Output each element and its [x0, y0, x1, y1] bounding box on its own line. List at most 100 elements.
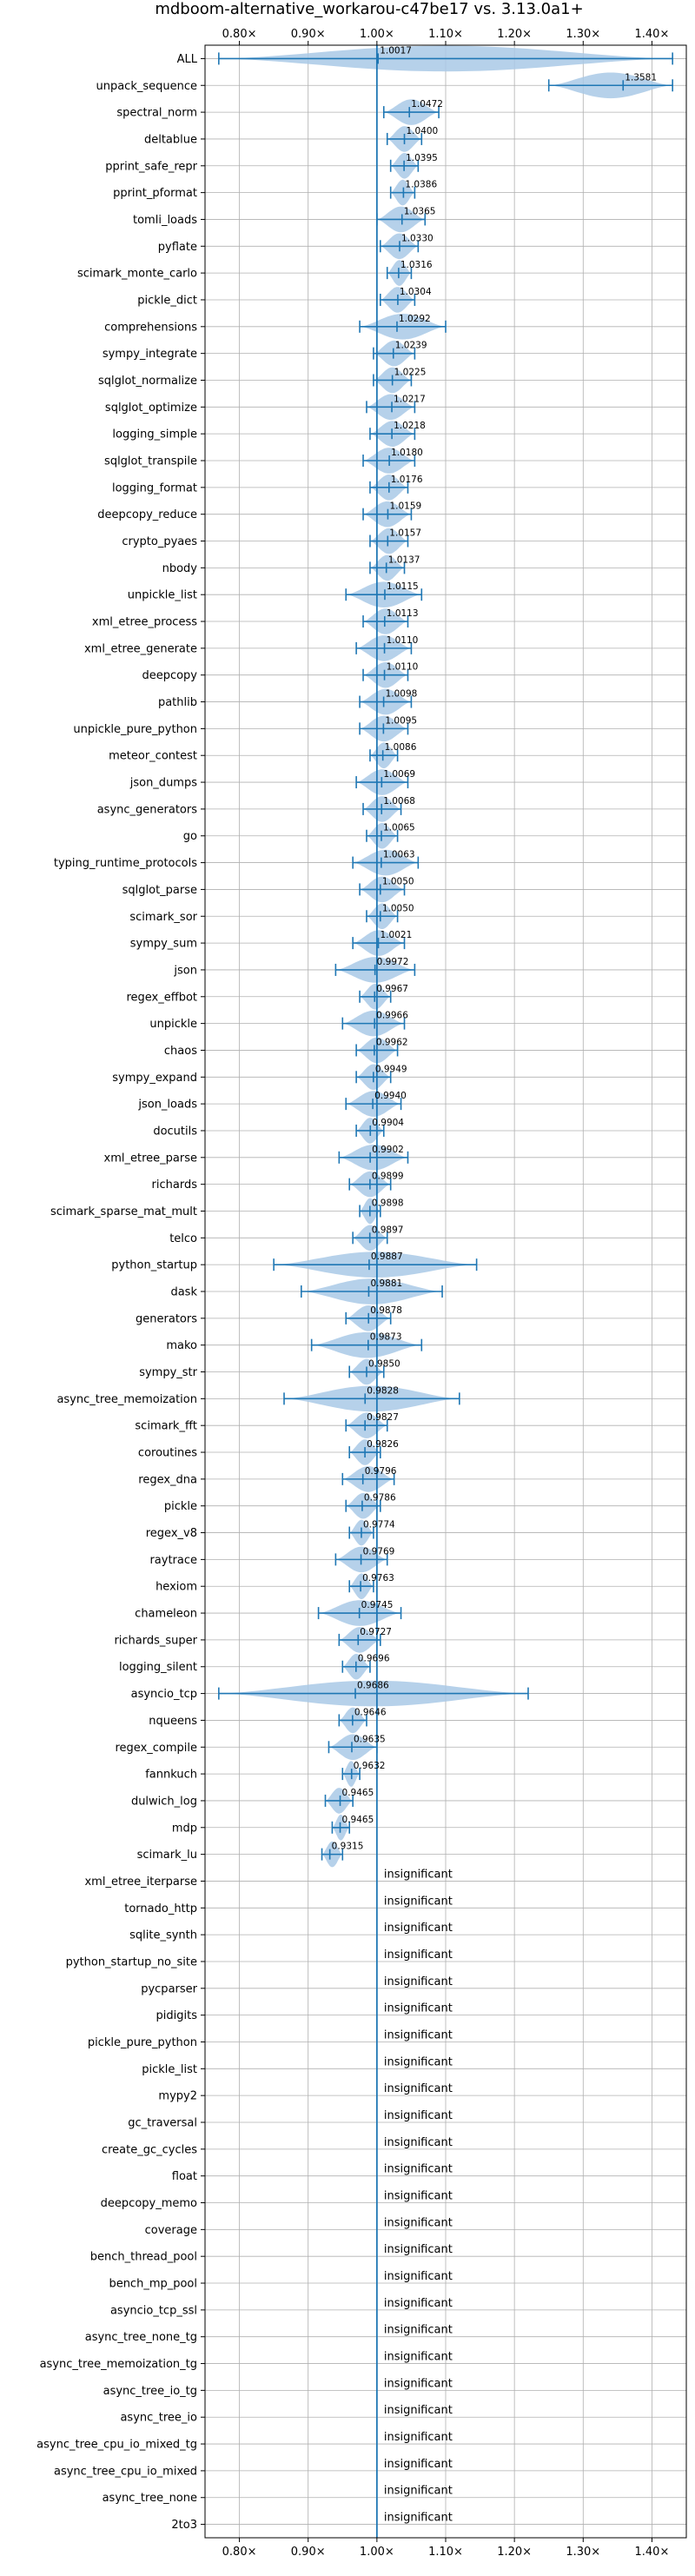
- value-label: 0.9898: [372, 1198, 404, 1208]
- insignificant-label: insignificant: [384, 2028, 453, 2042]
- benchmark-label: crypto_pyaes: [122, 535, 197, 548]
- benchmark-label: spectral_norm: [116, 107, 197, 120]
- insignificant-label: insignificant: [384, 2136, 453, 2149]
- benchmark-label: pickle: [164, 1500, 197, 1513]
- value-label: 0.9774: [363, 1520, 395, 1530]
- benchmark-label: regex_effbot: [126, 991, 197, 1004]
- benchmark-label: bench_thread_pool: [90, 2251, 197, 2264]
- value-label: 1.0017: [380, 45, 412, 56]
- x-tick-label-top: 0.90×: [291, 28, 326, 41]
- benchmark-label: sympy_expand: [112, 1072, 197, 1085]
- value-label: 0.9786: [364, 1493, 396, 1504]
- benchmark-label: async_tree_memoization_tg: [40, 2358, 197, 2371]
- value-label: 1.0218: [394, 421, 426, 431]
- value-label: 0.9878: [370, 1305, 402, 1316]
- benchmark-label: async_tree_cpu_io_mixed_tg: [36, 2439, 197, 2452]
- value-label: 1.0157: [389, 528, 421, 539]
- value-label: 0.9745: [361, 1600, 394, 1610]
- benchmark-label: tomli_loads: [133, 214, 197, 227]
- benchmark-label: logging_silent: [119, 1661, 197, 1674]
- value-label: 1.0225: [394, 367, 427, 377]
- benchmark-label: unpickle_list: [128, 589, 197, 602]
- value-label: 0.9769: [363, 1546, 395, 1557]
- x-tick-label-top: 1.10×: [428, 28, 463, 41]
- benchmark-label: raytrace: [149, 1554, 197, 1567]
- insignificant-label: insignificant: [384, 2404, 453, 2417]
- benchmark-label: pickle_dict: [137, 294, 197, 307]
- benchmark-label: docutils: [153, 1125, 197, 1138]
- benchmark-label: async_tree_none: [103, 2492, 197, 2505]
- insignificant-label: insignificant: [384, 2351, 453, 2364]
- insignificant-label: insignificant: [384, 2297, 453, 2310]
- x-tick-label-bottom: 1.30×: [566, 2546, 600, 2559]
- insignificant-label: insignificant: [384, 2055, 453, 2068]
- value-label: 1.0068: [383, 796, 415, 807]
- value-label: 1.0063: [383, 850, 415, 860]
- benchmark-label: python_startup_no_site: [66, 1955, 197, 1969]
- benchmark-label: 2to3: [171, 2519, 197, 2532]
- value-label: 1.0176: [391, 475, 423, 485]
- benchmark-label: unpickle: [149, 1018, 197, 1031]
- value-label: 0.9962: [376, 1037, 408, 1047]
- benchmark-label: ALL: [177, 53, 198, 66]
- value-label: 0.9966: [376, 1011, 408, 1021]
- benchmark-label: scimark_lu: [137, 1849, 197, 1862]
- benchmark-label: asyncio_tcp: [131, 1688, 197, 1701]
- benchmark-label: json_loads: [137, 1099, 197, 1112]
- insignificant-label: insignificant: [384, 2109, 453, 2122]
- benchmark-label: pickle_list: [142, 2063, 197, 2076]
- benchmark-label: xml_etree_parse: [104, 1152, 197, 1165]
- value-label: 0.9972: [377, 957, 409, 967]
- benchmark-label: xml_etree_generate: [84, 642, 197, 655]
- value-label: 0.9949: [375, 1064, 407, 1074]
- value-label: 1.0050: [382, 876, 414, 886]
- benchmark-label: comprehensions: [104, 321, 197, 334]
- benchmark-label: sqlglot_normalize: [98, 375, 197, 388]
- insignificant-label: insignificant: [384, 1975, 453, 1988]
- benchmark-label: unpickle_pure_python: [73, 723, 197, 736]
- grid-layer: [201, 41, 686, 2542]
- x-tick-label-top: 1.00×: [360, 28, 394, 41]
- value-label: 1.0137: [388, 554, 420, 565]
- benchmark-label: scimark_fft: [135, 1420, 197, 1433]
- benchmark-label: sqlglot_transpile: [104, 455, 197, 468]
- benchmark-label: sqlglot_optimize: [105, 402, 197, 415]
- value-label: 1.0330: [401, 233, 434, 243]
- value-label: 1.0098: [386, 689, 418, 700]
- insignificant-label: insignificant: [384, 2485, 453, 2498]
- benchmark-label: regex_v8: [146, 1527, 197, 1540]
- benchmark-label: pickle_pure_python: [88, 2036, 197, 2049]
- value-label: 1.0292: [399, 314, 431, 324]
- benchmark-label: float: [172, 2170, 197, 2183]
- benchmark-label: chameleon: [135, 1608, 197, 1621]
- benchmark-label: regex_dna: [138, 1473, 197, 1486]
- benchmark-label: chaos: [164, 1045, 197, 1058]
- benchmark-label: pycparser: [141, 1982, 197, 1995]
- x-tick-label-top: 1.20×: [497, 28, 532, 41]
- value-label: 1.0021: [381, 930, 413, 940]
- value-label: 0.9646: [354, 1707, 387, 1717]
- benchmark-label: asyncio_tcp_ssl: [110, 2304, 197, 2317]
- benchmark-label: mypy2: [158, 2090, 197, 2103]
- benchmark-label: hexiom: [156, 1581, 197, 1594]
- plot-frame: [204, 44, 687, 2539]
- benchmark-label: bench_mp_pool: [109, 2278, 197, 2291]
- violin-layer: [218, 45, 673, 1868]
- value-label: 0.9850: [368, 1359, 400, 1370]
- benchmark-label: sympy_str: [139, 1366, 197, 1379]
- value-label: 0.9828: [367, 1385, 399, 1396]
- insignificant-label: insignificant: [384, 2002, 453, 2015]
- insignificant-label: insignificant: [384, 2082, 453, 2095]
- value-label: 1.0110: [387, 662, 419, 673]
- benchmark-label: unpack_sequence: [96, 80, 197, 93]
- benchmark-label: deepcopy_memo: [101, 2197, 197, 2210]
- value-label: 1.0069: [383, 769, 415, 780]
- x-tick-label-top: 1.30×: [566, 28, 600, 41]
- benchmark-label: pyflate: [158, 241, 197, 254]
- benchmark-label: python_startup: [111, 1259, 197, 1272]
- benchmark-label: async_tree_io: [120, 2412, 197, 2425]
- value-label: 0.9763: [362, 1573, 394, 1583]
- benchmark-label: xml_etree_process: [92, 616, 197, 629]
- value-label: 1.0386: [405, 180, 437, 190]
